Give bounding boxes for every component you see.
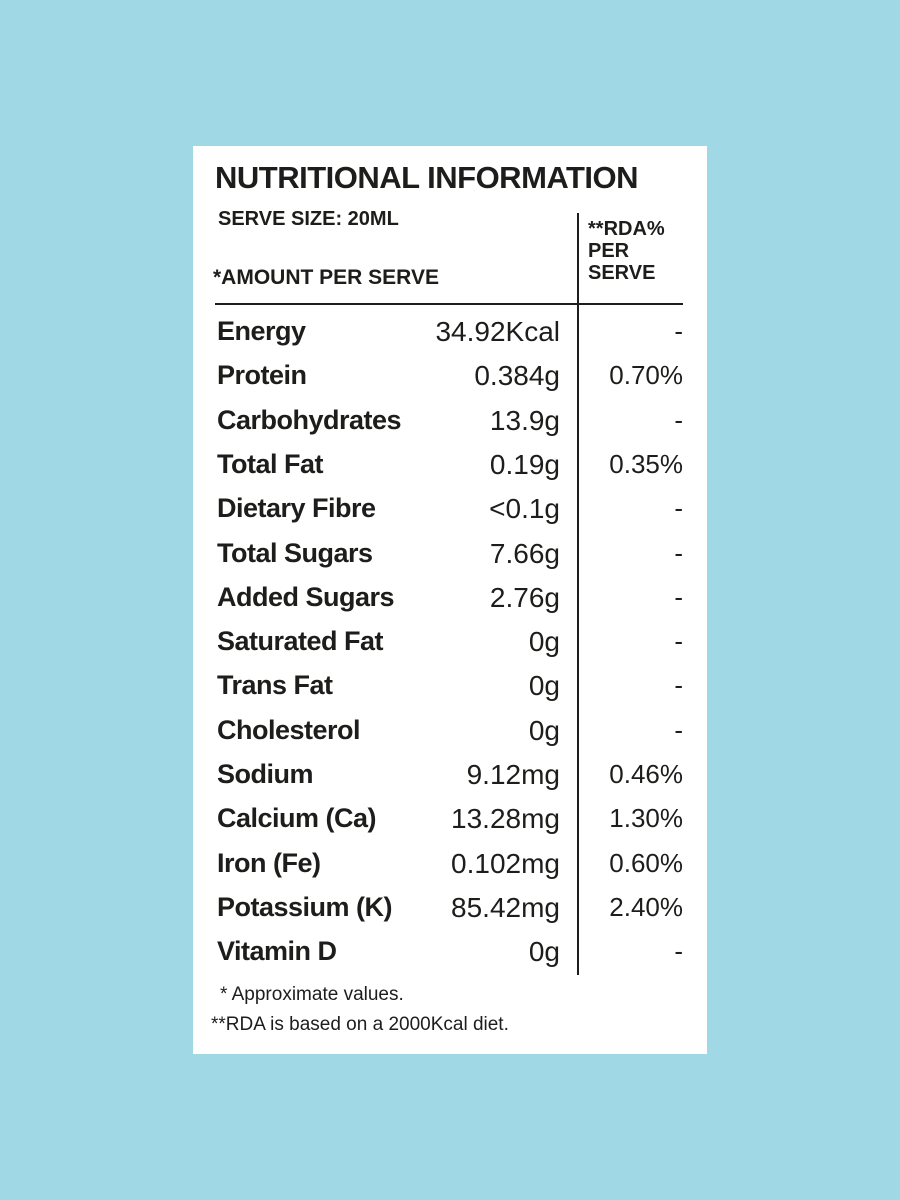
rda-percent: 0.46% — [609, 759, 683, 789]
amount-label: *AMOUNT PER SERVE — [213, 266, 439, 289]
rda-percent: 0.35% — [609, 448, 683, 479]
amount: <0.1g — [489, 493, 560, 525]
nutrient-name: Potassium (K) — [217, 891, 393, 922]
nutrient-name: Iron (Fe) — [217, 847, 321, 878]
divider — [577, 213, 579, 975]
nutrient-name: Added Sugars — [217, 581, 395, 612]
nutrient-name: Vitamin D — [217, 936, 337, 967]
amount: 7.66g — [489, 537, 560, 569]
rda-percent: - — [674, 404, 683, 435]
footnote: * Approximate values. — [220, 984, 404, 1005]
rda-percent: 0.70% — [609, 360, 683, 391]
rda-percent: - — [674, 493, 683, 524]
amount: 34.92Kcal — [435, 316, 560, 347]
amount: 0.384g — [474, 360, 560, 392]
amount: 0.102mg — [451, 847, 560, 879]
rda-percent: - — [674, 537, 683, 568]
serve-size: SERVE SIZE: 20ML — [218, 208, 399, 230]
nutrient-name: Sodium — [217, 759, 314, 789]
rda-percent: 0.60% — [609, 847, 683, 878]
rda-percent: - — [674, 714, 683, 745]
nutrient-name: Total Fat — [217, 448, 324, 479]
rda-percent: - — [674, 316, 683, 346]
amount: 0g — [528, 670, 560, 702]
rda-percent: - — [674, 581, 683, 612]
amount: 0g — [528, 626, 560, 658]
rda-percent: 2.40% — [609, 891, 683, 922]
rda-percent: - — [674, 626, 683, 657]
amount: 0g — [528, 936, 560, 968]
amount: 13.9g — [489, 404, 560, 436]
nutrition-card: NUTRITIONAL INFORMATION SERVE SIZE: 20ML… — [193, 146, 707, 1054]
amount: 9.12mg — [466, 759, 560, 790]
rda-line: SERVE — [588, 262, 656, 284]
nutrient-name: Total Sugars — [217, 537, 373, 568]
rda-label: **RDA% PER SERVE — [588, 218, 665, 284]
nutrient-name: Saturated Fat — [217, 626, 384, 657]
divider — [215, 303, 683, 305]
nutrient-name: Calcium (Ca) — [217, 803, 377, 834]
title: NUTRITIONAL INFORMATION — [215, 160, 639, 195]
rda-line: PER — [588, 240, 630, 262]
amount: 0g — [528, 714, 560, 746]
rda-percent: - — [674, 670, 683, 701]
rda-percent: 1.30% — [609, 803, 683, 834]
nutrient-name: Trans Fat — [217, 670, 333, 701]
amount: 13.28mg — [451, 803, 560, 835]
amount: 0.19g — [489, 448, 560, 480]
nutrient-name: Cholesterol — [217, 714, 361, 745]
amount: 85.42mg — [451, 891, 560, 923]
nutrient-name: Dietary Fibre — [217, 493, 376, 524]
nutrient-name: Protein — [217, 360, 307, 391]
nutrient-name: Carbohydrates — [217, 404, 402, 435]
rda-percent: - — [674, 936, 683, 967]
rda-line: **RDA% — [588, 218, 665, 240]
nutrient-name: Energy — [217, 316, 306, 346]
amount: 2.76g — [489, 581, 560, 613]
footnote: **RDA is based on a 2000Kcal diet. — [211, 1014, 509, 1035]
